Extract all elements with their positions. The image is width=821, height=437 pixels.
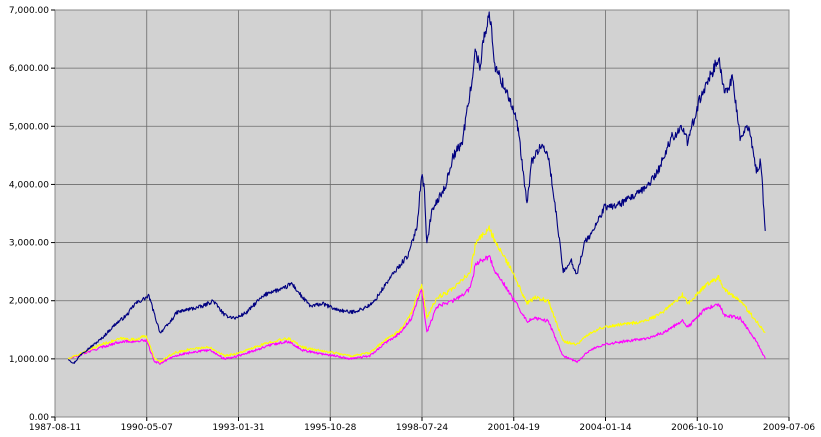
y-tick-label: 0.00 xyxy=(29,413,49,423)
x-tick-label: 2009-07-06 xyxy=(763,423,816,433)
series-group xyxy=(67,11,766,365)
y-tick-label: 2,000.00 xyxy=(9,297,49,307)
y-tick-label: 3,000.00 xyxy=(9,239,49,249)
x-axis-ticks: 1987-08-11 1990-05-07 1993-01-31 1995-10-28… xyxy=(29,417,816,433)
y-tick-label: 5,000.00 xyxy=(9,122,49,132)
x-tick-label: 2004-01-14 xyxy=(579,423,632,433)
x-tick-label: 1998-07-24 xyxy=(396,423,449,433)
x-tick-label: 1995-10-28 xyxy=(304,423,357,433)
grid xyxy=(55,10,789,417)
x-tick-label: 1993-01-31 xyxy=(212,423,264,433)
y-tick-label: 1,000.00 xyxy=(9,355,49,365)
x-tick-label: 1990-05-07 xyxy=(121,423,173,433)
series-line-3 xyxy=(67,255,766,365)
y-tick-label: 6,000.00 xyxy=(9,64,49,74)
x-tick-label: 1987-08-11 xyxy=(29,423,81,433)
x-tick-label: 2001-04-19 xyxy=(488,423,541,433)
series-line-1 xyxy=(67,11,766,364)
y-tick-label: 4,000.00 xyxy=(9,180,49,190)
series-line-2 xyxy=(67,225,766,364)
x-tick-label: 2006-10-10 xyxy=(671,423,724,433)
y-axis-ticks: 0.00 1,000.00 2,000.00 3,000.00 4,000.00 5,00… xyxy=(9,6,55,423)
y-tick-label: 7,000.00 xyxy=(9,6,49,16)
